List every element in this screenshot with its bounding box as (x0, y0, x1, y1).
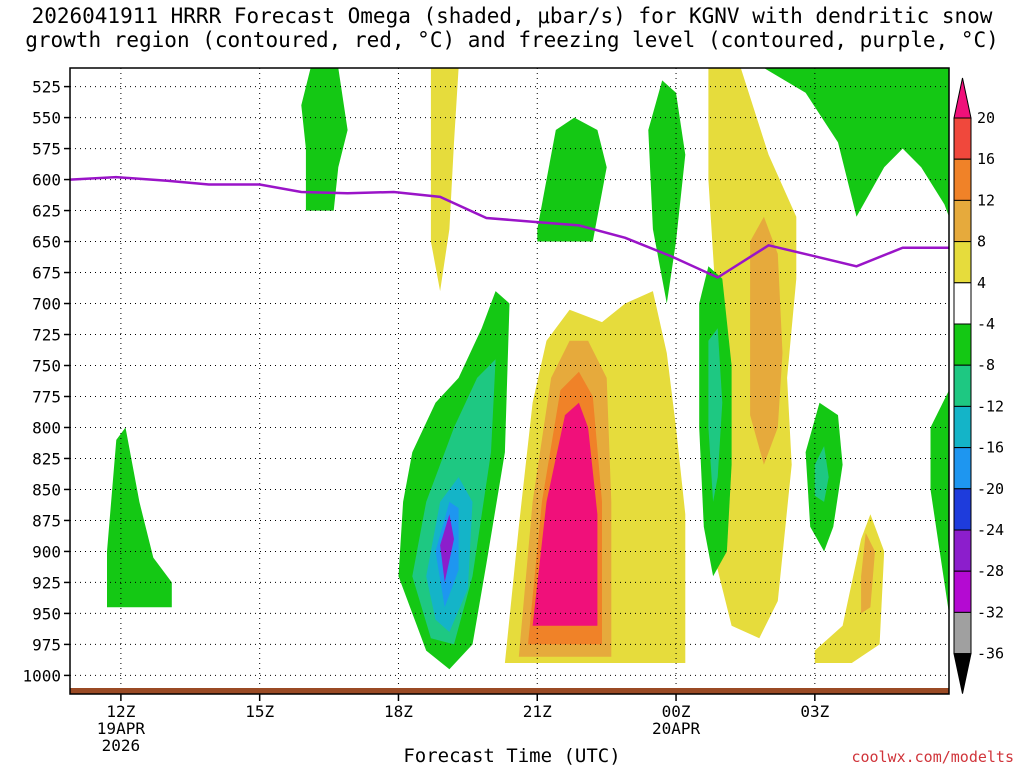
gridlines (70, 68, 949, 694)
colorbar-label: -4 (977, 315, 995, 333)
colorbar-label: -20 (977, 480, 1004, 498)
chart-title-line1: 2026041911 HRRR Forecast Omega (shaded, … (31, 4, 993, 28)
x-axis-label: Forecast Time (UTC) (403, 745, 621, 767)
x-tick-date: 19APR (97, 719, 146, 738)
omega-region-green-right-edge (930, 390, 949, 614)
y-tick-label: 825 (32, 449, 61, 468)
y-tick-label: 600 (32, 171, 61, 190)
colorbar-swatch (953, 447, 972, 490)
omega-region-yellow-19Z-upper (430, 68, 459, 292)
colorbar-swatch (953, 282, 972, 325)
x-tick-label: 12Z (106, 702, 135, 721)
x-tick-label: 15Z (245, 702, 274, 721)
colorbar-label: -24 (977, 521, 1004, 539)
omega-region-magenta-main-band (532, 402, 598, 626)
colorbar-swatch (953, 570, 972, 613)
colorbar-label: 16 (977, 150, 995, 168)
omega-region-green-NE-corner (763, 68, 949, 217)
y-tick-label: 925 (32, 573, 61, 592)
y-tick-label: 650 (32, 233, 61, 252)
colorbar-swatch (953, 529, 972, 572)
colorbar-swatch (953, 158, 972, 201)
colorbar-swatch (953, 323, 972, 366)
colorbar-swatch (953, 364, 972, 407)
omega-region-orange-right-column (750, 216, 783, 465)
y-tick-label: 725 (32, 326, 61, 345)
omega-shading-layer (107, 68, 949, 670)
colorbar-swatch (953, 117, 972, 160)
colorbar-label: 8 (977, 233, 986, 251)
omega-region-green-23.5Z-upper (648, 80, 686, 304)
colorbar-label: -32 (977, 603, 1004, 621)
colorbar-swatch (953, 199, 972, 243)
colorbar-label: 20 (977, 109, 995, 127)
y-tick-label: 775 (32, 387, 61, 406)
colorbar-label: 12 (977, 191, 995, 209)
omega-region-teal-24.7Z-lower (708, 328, 723, 502)
axes: 525 550 575 600 625 650 675 700 725 750 775 800 825 8… (22, 78, 829, 755)
y-tick-label: 900 (32, 542, 61, 561)
chart-title: 2026041911 HRRR Forecast Omega (shaded, … (0, 4, 1024, 52)
y-tick-label: 950 (32, 604, 61, 623)
y-tick-label: 550 (32, 109, 61, 128)
x-tick-year: 2026 (102, 736, 141, 755)
colorbar-label: -16 (977, 439, 1004, 457)
omega-region-orange-27.8Z-lower (861, 532, 875, 614)
colorbar-swatch (953, 241, 972, 284)
colorbar-label: 4 (977, 274, 986, 292)
y-tick-label: 850 (32, 480, 61, 499)
x-tick-date: 20APR (652, 719, 701, 738)
colorbar-bottom-cap (953, 653, 972, 694)
colorbar-label: -12 (977, 397, 1004, 415)
y-tick-label: 525 (32, 78, 61, 97)
colorbar-swatch (953, 488, 972, 531)
x-tick-label: 18Z (384, 702, 413, 721)
y-tick-label: 625 (32, 202, 61, 221)
colorbar: 20 16 12 8 4 -4 -8 -12 -16 -20 -24 -28 -32 -36 (953, 77, 1004, 694)
colorbar-label: -36 (977, 645, 1004, 663)
omega-region-teal-27Z-lower (814, 446, 829, 502)
y-tick-label: 750 (32, 357, 61, 376)
omega-region-green-12Z-low (107, 427, 172, 608)
omega-region-green-21.5Z-upper (537, 117, 607, 242)
colorbar-label: -8 (977, 356, 995, 374)
freezing-level-line (69, 175, 949, 279)
omega-region-purple-19Z-lower (440, 514, 454, 583)
y-tick-label: 800 (32, 418, 61, 437)
y-tick-label: 975 (32, 635, 61, 654)
colorbar-swatch (953, 405, 972, 449)
chart-title-line2: growth region (contoured, red, °C) and f… (25, 28, 999, 52)
y-tick-label: 675 (32, 264, 61, 283)
y-tick-label: 875 (32, 511, 61, 530)
colorbar-top-cap (953, 77, 972, 119)
y-tick-label: 575 (32, 140, 61, 159)
x-tick-label: 03Z (800, 702, 829, 721)
colorbar-swatch (953, 611, 972, 655)
plot-frame (69, 67, 950, 695)
credit-text: coolwx.com/modelts (851, 748, 1014, 766)
ground-strip (70, 688, 949, 694)
y-tick-label: 700 (32, 295, 61, 314)
x-tick-label: 21Z (523, 702, 552, 721)
x-tick-label: 00Z (662, 702, 691, 721)
y-tick-label: 1000 (22, 666, 61, 685)
omega-region-green-16Z-upper (301, 68, 348, 211)
freezing-level-layer (69, 175, 949, 279)
colorbar-label: -28 (977, 562, 1004, 580)
